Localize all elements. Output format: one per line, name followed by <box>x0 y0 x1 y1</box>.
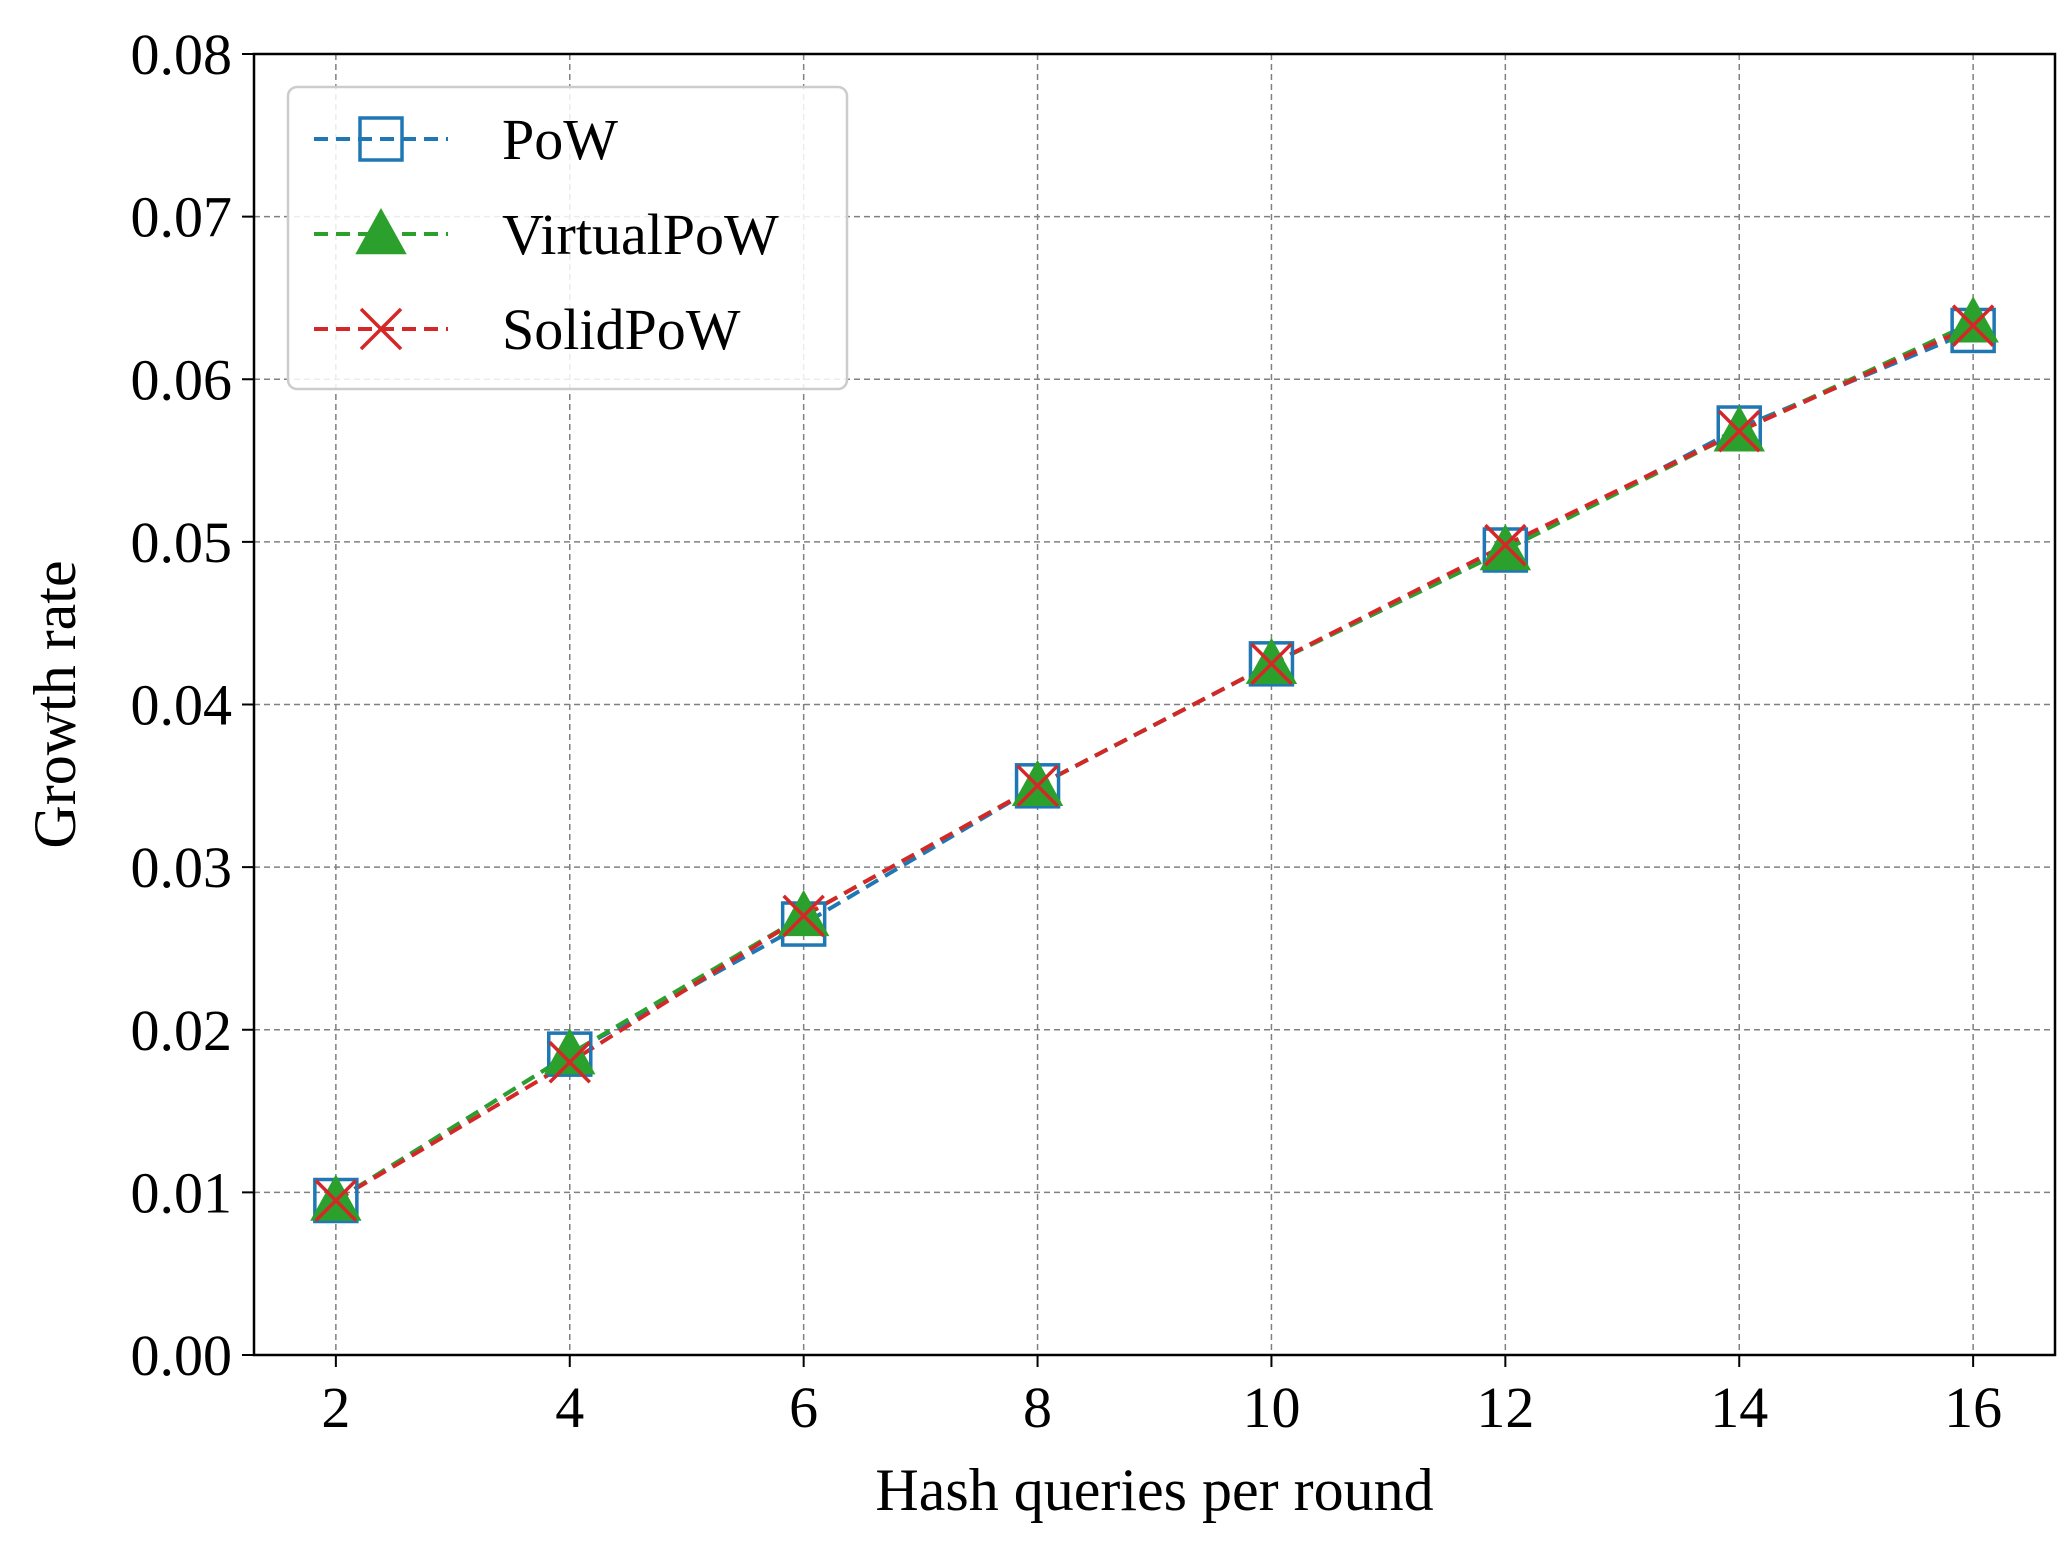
y-tick-label: 0.06 <box>131 347 233 412</box>
y-tick-label: 0.05 <box>131 510 233 575</box>
data-point-solidpow <box>1484 523 1527 567</box>
x-marker-stroke <box>1250 642 1293 686</box>
x-tick-label: 6 <box>789 1375 818 1440</box>
x-marker-stroke <box>1484 523 1527 567</box>
x-marker-stroke <box>1016 764 1059 808</box>
x-marker-stroke <box>1718 410 1761 453</box>
x-marker-stroke <box>782 894 825 938</box>
y-axis-ticks: 0.00 0.01 0.02 0.03 0.04 0.05 0.06 0.07 0.08 <box>131 22 254 1388</box>
x-tick-label: 14 <box>1710 1375 1768 1440</box>
x-axis-ticks: 2 4 6 8 10 12 14 16 <box>321 1355 2002 1440</box>
data-point-solidpow <box>548 1041 591 1084</box>
data-point-solidpow <box>314 1179 358 1222</box>
data-point-solidpow <box>1250 642 1293 686</box>
legend-label-pow: PoW <box>502 107 618 172</box>
series-markers <box>310 296 1999 1224</box>
x-marker-stroke <box>1951 304 1995 347</box>
x-tick-label: 16 <box>1944 1375 2002 1440</box>
data-point-virtualpow <box>1947 296 1999 343</box>
y-tick-label: 0.00 <box>131 1323 233 1388</box>
y-axis-label: Growth rate <box>22 560 88 848</box>
x-tick-label: 8 <box>1023 1375 1052 1440</box>
x-marker-stroke <box>359 307 403 351</box>
legend-label-virtualpow: VirtualPoW <box>502 202 779 267</box>
x-tick-label: 2 <box>321 1375 350 1440</box>
legend-marker-solidpow <box>359 307 403 351</box>
x-axis-label: Hash queries per round <box>875 1457 1433 1523</box>
legend: PoW VirtualPoW SolidPoW <box>286 85 849 391</box>
data-point-solidpow <box>1951 304 1995 347</box>
series-lines <box>334 320 1974 1203</box>
legend-label-solidpow: SolidPoW <box>502 297 741 362</box>
x-tick-label: 4 <box>555 1375 584 1440</box>
y-tick-label: 0.08 <box>131 22 233 87</box>
y-tick-label: 0.04 <box>131 673 233 738</box>
data-point-solidpow <box>1016 764 1059 808</box>
x-marker-stroke <box>548 1041 591 1084</box>
data-point-solidpow <box>782 894 825 938</box>
y-tick-label: 0.02 <box>131 998 233 1063</box>
x-marker-stroke <box>314 1179 358 1222</box>
y-tick-label: 0.01 <box>131 1160 233 1225</box>
legend-marker-pow <box>358 116 404 162</box>
series-line-solidpow <box>334 323 1974 1203</box>
data-point-solidpow <box>1718 410 1761 453</box>
x-tick-label: 10 <box>1242 1375 1300 1440</box>
y-tick-label: 0.03 <box>131 835 233 900</box>
legend-box <box>286 85 849 391</box>
legend-marker-virtualpow <box>355 207 407 255</box>
x-tick-label: 12 <box>1476 1375 1534 1440</box>
y-tick-label: 0.07 <box>131 185 233 250</box>
